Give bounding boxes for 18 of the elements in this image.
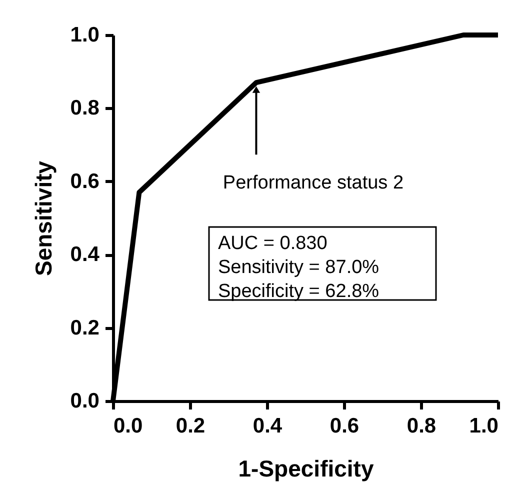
x-tick-label: 0.4: [252, 414, 282, 438]
y-tick-label: 0.2: [70, 316, 100, 340]
x-axis-title: 1-Specificity: [238, 456, 374, 482]
x-tick-label: 0.2: [176, 414, 206, 438]
y-tick-label: 0.8: [70, 96, 100, 120]
y-tick-label: 1.0: [70, 24, 100, 46]
y-tick-label: 0.0: [70, 390, 100, 412]
x-tick-label: 0.6: [330, 414, 360, 438]
x-tick-label: 1.0: [469, 414, 498, 438]
annotation: Performance status 2: [222, 172, 404, 194]
annotation: Sensitivity = 87.0%: [218, 257, 380, 278]
y-tick-label: 0.4: [70, 243, 100, 266]
x-tick-label: 0.8: [406, 414, 436, 438]
x-tick-label: 0.0: [114, 414, 143, 438]
annotation: Specificity = 62.8%: [218, 281, 380, 302]
annotation: AUC = 0.830: [218, 233, 328, 254]
y-tick-label: 0.6: [70, 170, 100, 193]
y-axis-title: Sensitivity: [30, 160, 56, 276]
